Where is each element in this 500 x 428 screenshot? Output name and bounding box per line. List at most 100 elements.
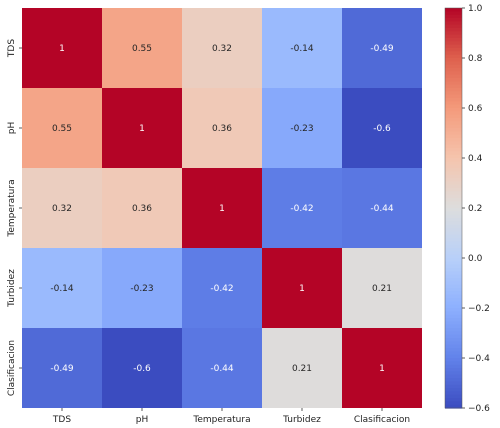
colorbar-segment <box>445 61 462 66</box>
cell-value-label: -0.44 <box>370 204 394 214</box>
colorbar-segment <box>445 281 462 286</box>
heatmap-cell <box>262 248 342 328</box>
cell-value-label: 0.32 <box>212 44 232 54</box>
y-tick-label: Temperatura <box>7 179 17 237</box>
colorbar-segment <box>445 298 462 302</box>
colorbar-segment <box>445 338 462 342</box>
colorbar-segment <box>445 31 462 36</box>
colorbar-segment <box>445 364 462 369</box>
colorbar-segment <box>445 361 462 366</box>
colorbar-segment <box>445 158 462 162</box>
colorbar-segment <box>445 344 462 349</box>
cell-value-label: 1 <box>59 44 65 54</box>
colorbar-segment <box>445 264 462 269</box>
heatmap-cell <box>102 168 182 248</box>
colorbar-segment <box>445 44 462 49</box>
colorbar-segment <box>445 134 462 139</box>
colorbar-segment <box>445 148 462 152</box>
colorbar-segment <box>445 301 462 306</box>
colorbar-segment <box>445 198 462 202</box>
colorbar-segment <box>445 54 462 59</box>
cell-value-label: -0.49 <box>370 44 394 54</box>
cell-value-label: -0.49 <box>50 364 74 374</box>
heatmap-cell <box>22 8 102 88</box>
colorbar-segment <box>445 38 462 42</box>
colorbar-segment <box>445 131 462 136</box>
colorbar-segment <box>445 164 462 169</box>
colorbar-segment <box>445 321 462 326</box>
colorbar-segment <box>445 241 462 246</box>
colorbar-segment <box>445 224 462 229</box>
y-tick-label: Turbidez <box>7 269 17 308</box>
colorbar-segment <box>445 168 462 172</box>
cell-value-label: 0.55 <box>52 124 72 134</box>
colorbar-segment <box>445 58 462 62</box>
colorbar-segment <box>445 94 462 99</box>
colorbar-segment <box>445 388 462 392</box>
colorbar-segment <box>445 144 462 149</box>
colorbar-segment <box>445 28 462 32</box>
colorbar-segment <box>445 128 462 132</box>
colorbar-segment <box>445 121 462 126</box>
heatmap-cell <box>182 8 262 88</box>
colorbar-segment <box>445 104 462 109</box>
heatmap-cell <box>342 328 422 408</box>
colorbar-segment <box>445 308 462 312</box>
y-tick-label: TDS <box>7 39 17 58</box>
colorbar-tick-label: 0.0 <box>468 254 483 264</box>
colorbar-segment <box>445 381 462 386</box>
colorbar-segment <box>445 11 462 16</box>
colorbar-segment <box>445 98 462 102</box>
colorbar-segment <box>445 324 462 329</box>
heatmap-cell <box>102 248 182 328</box>
colorbar-segment <box>445 391 462 396</box>
cell-value-label: -0.42 <box>290 204 313 214</box>
cell-value-label: -0.6 <box>373 124 391 134</box>
colorbar-tick-label: −0.2 <box>468 304 490 314</box>
colorbar-segment <box>445 188 462 192</box>
x-tick-label: TDS <box>52 415 71 425</box>
cell-value-label: 0.36 <box>212 124 232 134</box>
cell-value-label: 0.55 <box>132 44 152 54</box>
colorbar-segment <box>445 208 462 212</box>
cell-value-label: -0.14 <box>50 284 74 294</box>
colorbar-segment <box>445 48 462 52</box>
colorbar-segment <box>445 91 462 96</box>
colorbar-segment <box>445 124 462 129</box>
colorbar-segment <box>445 274 462 279</box>
colorbar-segment <box>445 84 462 89</box>
cell-value-label: 0.21 <box>372 284 392 294</box>
y-tick-label: Clasificacion <box>7 340 17 396</box>
colorbar-segment <box>445 88 462 92</box>
colorbar-segment <box>445 374 462 379</box>
colorbar-segment <box>445 378 462 382</box>
x-tick-label: Clasificacion <box>354 415 410 425</box>
heatmap-cell <box>182 88 262 168</box>
colorbar-segment <box>445 251 462 256</box>
cell-value-label: -0.42 <box>210 284 233 294</box>
colorbar-segment <box>445 278 462 282</box>
colorbar-segment <box>445 51 462 56</box>
colorbar-tick-label: 0.2 <box>468 204 482 214</box>
heatmap-cell <box>22 248 102 328</box>
colorbar-segment <box>445 171 462 176</box>
cell-value-label: 1 <box>299 284 305 294</box>
colorbar-segment <box>445 231 462 236</box>
heatmap-cell <box>342 248 422 328</box>
colorbar-segment <box>445 181 462 186</box>
colorbar-segment <box>445 41 462 46</box>
colorbar-segment <box>445 318 462 322</box>
heatmap-cell <box>22 168 102 248</box>
colorbar-segment <box>445 331 462 336</box>
colorbar-segment <box>445 268 462 272</box>
colorbar-segment <box>445 8 462 12</box>
heatmap-cell <box>342 88 422 168</box>
colorbar-segment <box>445 194 462 199</box>
colorbar-segment <box>445 244 462 249</box>
heatmap-cells <box>22 8 422 408</box>
heatmap-cell <box>102 328 182 408</box>
colorbar-segment <box>445 68 462 72</box>
x-tick-label: Turbidez <box>282 415 321 425</box>
colorbar-segment <box>445 384 462 389</box>
colorbar-tick-label: −0.6 <box>468 404 490 414</box>
